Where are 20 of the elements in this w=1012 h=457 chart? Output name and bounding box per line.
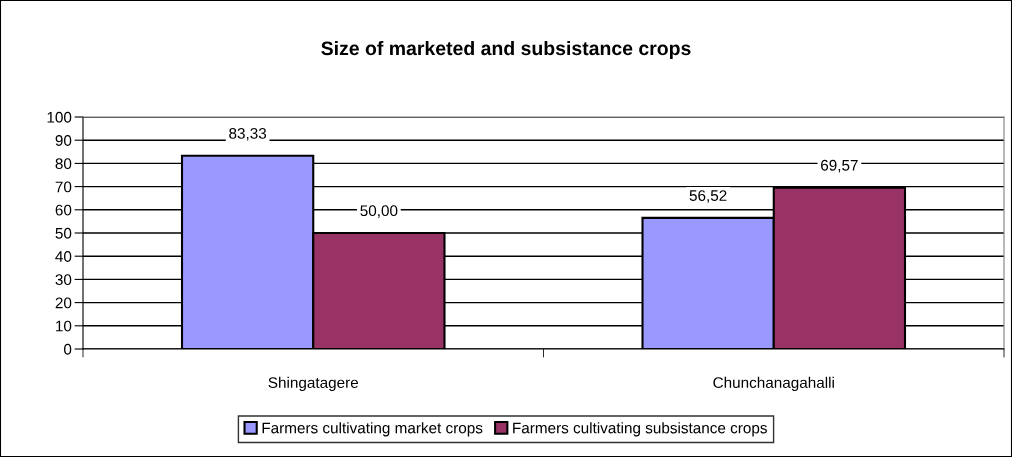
data-label: 69,57 <box>821 159 858 173</box>
y-tick-label: 100 <box>47 111 72 123</box>
y-tick-label: 20 <box>55 297 72 309</box>
y-tick-label: 90 <box>55 135 72 146</box>
legend-label: Farmers cultivating market crops <box>262 422 483 437</box>
y-tick-label: 80 <box>55 158 72 170</box>
y-tick-label: 40 <box>55 251 72 262</box>
legend-label: Farmers cultivating subsistance crops <box>513 422 767 437</box>
y-tick-label: 50 <box>55 227 72 239</box>
y-tick-label: 10 <box>56 320 72 332</box>
y-tick-label: 70 <box>55 181 72 193</box>
y-tick-label: 60 <box>55 204 72 216</box>
x-tick-label: Chunchanagahalli <box>713 376 834 392</box>
data-label: 83,33 <box>229 127 267 141</box>
chart-title: Size of marketed and subsistance crops <box>321 40 691 60</box>
data-label: 56,52 <box>689 190 727 203</box>
y-tick-label: 0 <box>63 343 72 355</box>
x-tick-label: Shingatagere <box>268 376 359 392</box>
data-label: 50,00 <box>360 205 398 218</box>
y-tick-label: 30 <box>55 274 72 286</box>
